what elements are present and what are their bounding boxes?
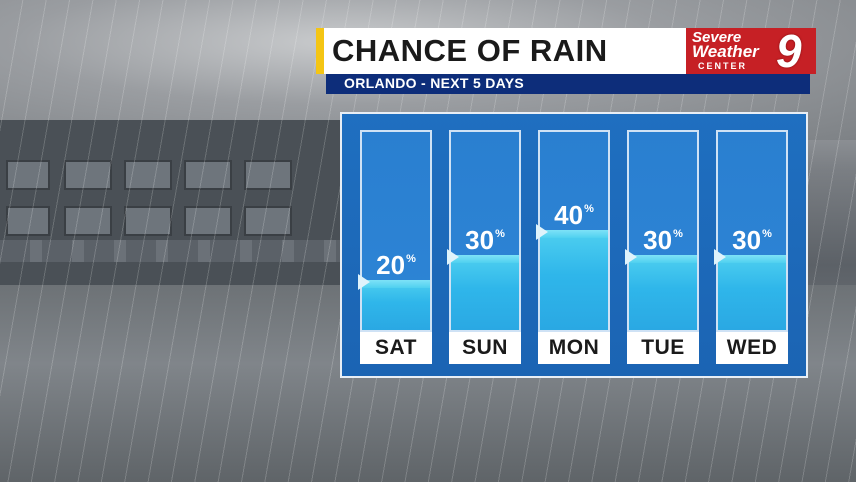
day-label: MON bbox=[538, 332, 610, 364]
rain-gauge-fill bbox=[362, 280, 430, 330]
logo-line-center: CENTER bbox=[698, 61, 748, 71]
level-marker-icon bbox=[625, 249, 637, 265]
forecast-day-column: 40% MON bbox=[536, 130, 610, 364]
level-marker-icon bbox=[536, 224, 548, 240]
building-window bbox=[64, 160, 112, 190]
building-silhouette bbox=[0, 120, 340, 285]
title-bar: CHANCE OF RAIN bbox=[316, 28, 694, 74]
logo-line-weather: Weather bbox=[692, 42, 759, 61]
level-marker-icon bbox=[358, 274, 370, 290]
rain-percent-value: 30 bbox=[732, 225, 762, 255]
rain-percent: 20% bbox=[360, 250, 432, 281]
building-roof bbox=[0, 240, 340, 262]
page-title: CHANCE OF RAIN bbox=[332, 33, 608, 68]
percent-sign: % bbox=[495, 228, 505, 240]
building-window bbox=[184, 160, 232, 190]
forecast-day-column: 20% SAT bbox=[358, 130, 432, 364]
rain-percent-value: 20 bbox=[376, 250, 406, 280]
forecast-day-column: 30% SUN bbox=[447, 130, 521, 364]
day-label: SAT bbox=[360, 332, 432, 364]
rain-percent-value: 40 bbox=[554, 200, 584, 230]
building-window bbox=[184, 206, 232, 236]
day-label: WED bbox=[716, 332, 788, 364]
percent-sign: % bbox=[673, 228, 683, 240]
forecast-day-column: 30% WED bbox=[714, 130, 788, 364]
forecast-day-column: 30% TUE bbox=[625, 130, 699, 364]
rain-gauge bbox=[449, 130, 521, 332]
building-window bbox=[124, 206, 172, 236]
rain-gauge-fill bbox=[629, 255, 697, 330]
logo-line-severe: Severe bbox=[692, 29, 742, 46]
subtitle-bar: ORLANDO - NEXT 5 DAYS bbox=[326, 74, 810, 94]
rain-gauge-fill bbox=[540, 230, 608, 330]
rain-percent-value: 30 bbox=[643, 225, 673, 255]
title-accent-stripe bbox=[316, 28, 324, 74]
building-window bbox=[6, 160, 50, 190]
percent-sign: % bbox=[584, 203, 594, 215]
rain-percent: 30% bbox=[716, 225, 788, 256]
building-window bbox=[6, 206, 50, 236]
rain-gauge bbox=[538, 130, 610, 332]
building-window bbox=[64, 206, 112, 236]
percent-sign: % bbox=[406, 253, 416, 265]
level-marker-icon bbox=[447, 249, 459, 265]
rain-gauge-fill bbox=[718, 255, 786, 330]
percent-sign: % bbox=[762, 228, 772, 240]
rain-percent: 30% bbox=[627, 225, 699, 256]
level-marker-icon bbox=[714, 249, 726, 265]
building-window bbox=[124, 160, 172, 190]
building-window bbox=[244, 206, 292, 236]
day-label: SUN bbox=[449, 332, 521, 364]
building-window bbox=[244, 160, 292, 190]
subtitle: ORLANDO - NEXT 5 DAYS bbox=[344, 75, 525, 91]
rain-percent: 40% bbox=[538, 200, 610, 231]
station-logo: Severe Weather CENTER 9 bbox=[686, 25, 816, 77]
rain-gauge-fill bbox=[451, 255, 519, 330]
rain-gauge bbox=[716, 130, 788, 332]
rain-gauge bbox=[627, 130, 699, 332]
rain-percent-value: 30 bbox=[465, 225, 495, 255]
rain-gauge bbox=[360, 130, 432, 332]
day-label: TUE bbox=[627, 332, 699, 364]
rain-percent: 30% bbox=[449, 225, 521, 256]
rain-chance-panel: 20% SAT 30% SUN 40% MON 30% TUE 30% WED bbox=[340, 112, 808, 378]
logo-channel-number: 9 bbox=[776, 25, 802, 77]
